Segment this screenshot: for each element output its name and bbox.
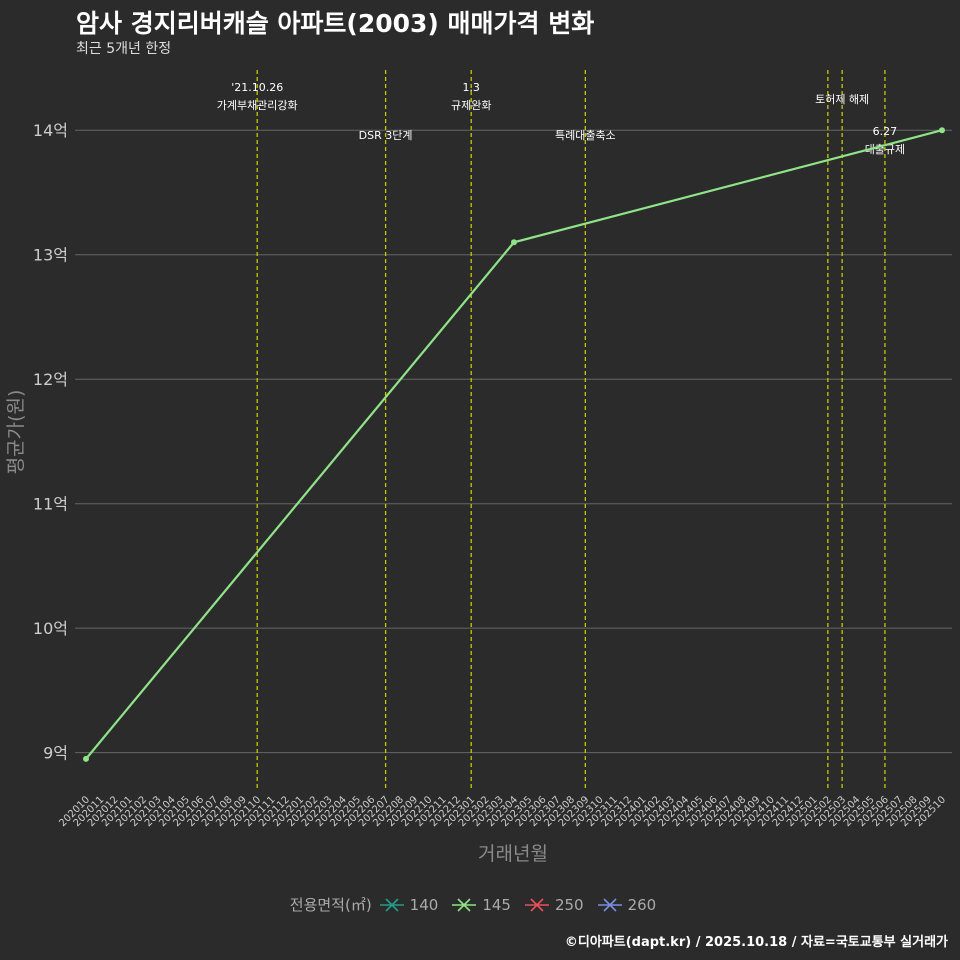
event-label: 대출규제 bbox=[865, 143, 905, 156]
y-tick-label: 13억 bbox=[33, 246, 68, 265]
legend-title: 전용면적(㎡) bbox=[289, 896, 372, 914]
y-tick-label: 11억 bbox=[33, 495, 68, 514]
legend-key-icon bbox=[379, 897, 404, 912]
y-tick-label: 12억 bbox=[33, 370, 68, 389]
chart-title: 암사 경지리버캐슬 아파트(2003) 매매가격 변화 bbox=[76, 9, 595, 38]
legend-label: 140 bbox=[409, 895, 439, 914]
event-label: 규제완화 bbox=[451, 99, 491, 112]
y-tick-label: 10억 bbox=[33, 619, 68, 638]
legend-key-icon bbox=[597, 897, 622, 912]
x-axis-label: 거래년월 bbox=[478, 843, 548, 865]
chart-subtitle: 최근 5개년 한정 bbox=[76, 41, 172, 57]
legend-label: 145 bbox=[482, 895, 511, 914]
data-point-145-1 bbox=[511, 239, 517, 246]
legend-key-icon bbox=[524, 897, 549, 912]
event-label: DSR 3단계 bbox=[359, 129, 413, 142]
legend-item-260: 260 bbox=[597, 895, 657, 914]
data-point-145-2 bbox=[939, 127, 945, 134]
series-line-145 bbox=[85, 129, 943, 760]
x-axis: 2020102020112020122021012021022021032021… bbox=[57, 794, 948, 829]
legend-label: 260 bbox=[627, 895, 657, 914]
footer-credit: ©디아파트(dapt.kr) / 2025.10.18 / 자료=국토교통부 실… bbox=[564, 935, 948, 950]
grid-lines bbox=[75, 129, 952, 754]
event-label: 6.27 bbox=[873, 125, 898, 138]
event-label: 특례대출축소 bbox=[555, 129, 616, 142]
event-label: 1.3 bbox=[462, 81, 480, 94]
event-label: 토허제 해제 bbox=[815, 92, 869, 106]
legend-key-icon bbox=[452, 897, 477, 912]
legend-item-250: 250 bbox=[524, 895, 584, 914]
y-tick-label: 9억 bbox=[43, 744, 68, 763]
y-axis-label: 평균가(원) bbox=[5, 390, 27, 475]
legend-item-145: 145 bbox=[452, 896, 511, 914]
event-label: 가계부채관리강화 bbox=[217, 99, 298, 112]
data-point-145-0 bbox=[83, 755, 89, 762]
legend-item-140: 140 bbox=[379, 895, 439, 914]
legend-label: 250 bbox=[554, 895, 584, 914]
y-axis: 9억 10억 11억 12억 13억 14억 bbox=[33, 121, 68, 762]
event-label: '21.10.26 bbox=[231, 81, 283, 94]
y-tick-label: 14억 bbox=[33, 121, 68, 140]
series-layer bbox=[83, 127, 945, 762]
legend: 전용면적(㎡) 140 145 250 260 bbox=[0, 894, 960, 915]
